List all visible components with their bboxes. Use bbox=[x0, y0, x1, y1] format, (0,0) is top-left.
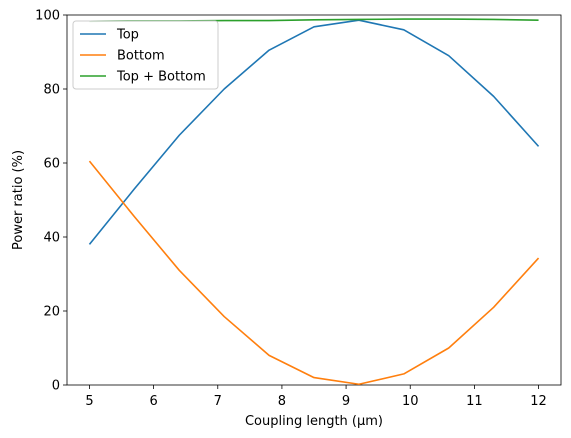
x-tick-label: 12 bbox=[530, 394, 547, 409]
y-tick-label: 60 bbox=[43, 157, 60, 172]
x-axis-title: Coupling length (µm) bbox=[245, 414, 383, 429]
y-tick-label: 0 bbox=[52, 379, 60, 394]
x-tick-label: 7 bbox=[214, 394, 222, 409]
legend-label: Top + Bottom bbox=[116, 70, 206, 85]
y-tick-label: 100 bbox=[35, 9, 60, 24]
plot-area bbox=[66, 14, 562, 386]
y-tick-label: 80 bbox=[43, 83, 60, 98]
series-line-bottom bbox=[88, 160, 540, 386]
y-axis-title: Power ratio (%) bbox=[11, 150, 26, 250]
legend-box bbox=[72, 20, 219, 90]
y-tick-label: 20 bbox=[43, 305, 60, 320]
legend: Top Bottom Top + Bottom bbox=[72, 20, 219, 90]
plot-frame bbox=[66, 14, 562, 386]
legend-label: Bottom bbox=[117, 49, 165, 64]
y-axis: 0 20 40 60 80 100 bbox=[35, 9, 67, 394]
x-tick-label: 8 bbox=[278, 394, 286, 409]
x-tick-label: 5 bbox=[85, 394, 93, 409]
y-tick-label: 40 bbox=[43, 231, 60, 246]
x-tick-label: 10 bbox=[402, 394, 419, 409]
x-tick-label: 9 bbox=[342, 394, 350, 409]
legend-label: Top bbox=[116, 28, 139, 43]
x-tick-label: 6 bbox=[149, 394, 157, 409]
x-tick-label: 11 bbox=[466, 394, 483, 409]
x-axis: 5 6 7 8 9 10 11 12 bbox=[85, 385, 547, 409]
